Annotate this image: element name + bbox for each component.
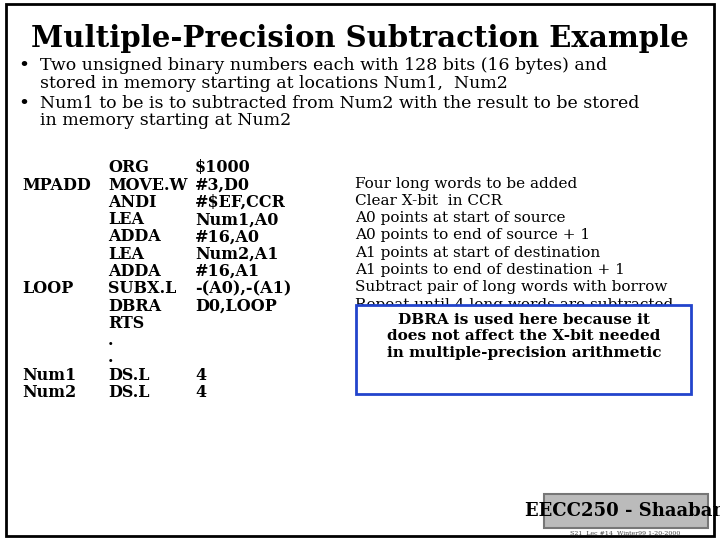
FancyBboxPatch shape bbox=[6, 4, 714, 536]
Text: SUBX.L: SUBX.L bbox=[108, 280, 176, 297]
Text: #16,A0: #16,A0 bbox=[195, 228, 260, 245]
Text: •: • bbox=[18, 94, 29, 112]
Text: $1000: $1000 bbox=[195, 159, 251, 176]
Text: -(A0),-(A1): -(A0),-(A1) bbox=[195, 280, 292, 297]
Text: RTS: RTS bbox=[108, 315, 144, 332]
FancyBboxPatch shape bbox=[544, 494, 708, 528]
Text: S21  Lec #14  Winter99 1-20-2000: S21 Lec #14 Winter99 1-20-2000 bbox=[570, 531, 681, 536]
Text: A1 points at start of destination: A1 points at start of destination bbox=[355, 246, 600, 260]
Text: Two unsigned binary numbers each with 128 bits (16 bytes) and: Two unsigned binary numbers each with 12… bbox=[40, 57, 607, 73]
Text: Multiple-Precision Subtraction Example: Multiple-Precision Subtraction Example bbox=[31, 24, 689, 53]
Text: Subtract pair of long words with borrow: Subtract pair of long words with borrow bbox=[355, 280, 667, 294]
Text: .: . bbox=[108, 332, 114, 349]
Text: Num1 to be is to subtracted from Num2 with the result to be stored: Num1 to be is to subtracted from Num2 wi… bbox=[40, 94, 639, 111]
Text: ANDI: ANDI bbox=[108, 194, 156, 211]
Text: DBRA is used here because it
does not affect the X-bit needed
in multiple-precis: DBRA is used here because it does not af… bbox=[387, 313, 661, 360]
Text: D0,LOOP: D0,LOOP bbox=[195, 298, 276, 314]
Text: Num2: Num2 bbox=[22, 384, 76, 401]
Text: DBRA: DBRA bbox=[108, 298, 161, 314]
Text: MPADD: MPADD bbox=[22, 177, 91, 193]
Text: #16,A1: #16,A1 bbox=[195, 263, 260, 280]
Text: MOVE.W: MOVE.W bbox=[108, 177, 187, 193]
Text: Num1: Num1 bbox=[22, 367, 76, 383]
FancyBboxPatch shape bbox=[356, 305, 691, 394]
Text: EECC250 - Shaaban: EECC250 - Shaaban bbox=[526, 502, 720, 520]
Text: LEA: LEA bbox=[108, 246, 144, 262]
Text: Num2,A1: Num2,A1 bbox=[195, 246, 279, 262]
Text: DS.L: DS.L bbox=[108, 384, 150, 401]
Text: ADDA: ADDA bbox=[108, 263, 161, 280]
Text: LOOP: LOOP bbox=[22, 280, 73, 297]
Text: 4: 4 bbox=[195, 367, 206, 383]
Text: DS.L: DS.L bbox=[108, 367, 150, 383]
Text: ADDA: ADDA bbox=[108, 228, 161, 245]
Text: in memory starting at Num2: in memory starting at Num2 bbox=[40, 112, 291, 129]
Text: #$EF,CCR: #$EF,CCR bbox=[195, 194, 286, 211]
Text: ORG: ORG bbox=[108, 159, 149, 176]
Text: .: . bbox=[108, 349, 114, 366]
Text: A0 points to end of source + 1: A0 points to end of source + 1 bbox=[355, 228, 590, 242]
Text: A0 points at start of source: A0 points at start of source bbox=[355, 211, 565, 225]
Text: •: • bbox=[18, 57, 29, 75]
Text: LEA: LEA bbox=[108, 211, 144, 228]
Text: stored in memory starting at locations Num1,  Num2: stored in memory starting at locations N… bbox=[40, 75, 508, 91]
Text: #3,D0: #3,D0 bbox=[195, 177, 250, 193]
Text: Num1,A0: Num1,A0 bbox=[195, 211, 279, 228]
Text: A1 points to end of destination + 1: A1 points to end of destination + 1 bbox=[355, 263, 625, 277]
Text: Repeat until 4 long words are subtracted: Repeat until 4 long words are subtracted bbox=[355, 298, 673, 312]
Text: 4: 4 bbox=[195, 384, 206, 401]
Text: Four long words to be added: Four long words to be added bbox=[355, 177, 577, 191]
Text: Clear X-bit  in CCR: Clear X-bit in CCR bbox=[355, 194, 502, 208]
